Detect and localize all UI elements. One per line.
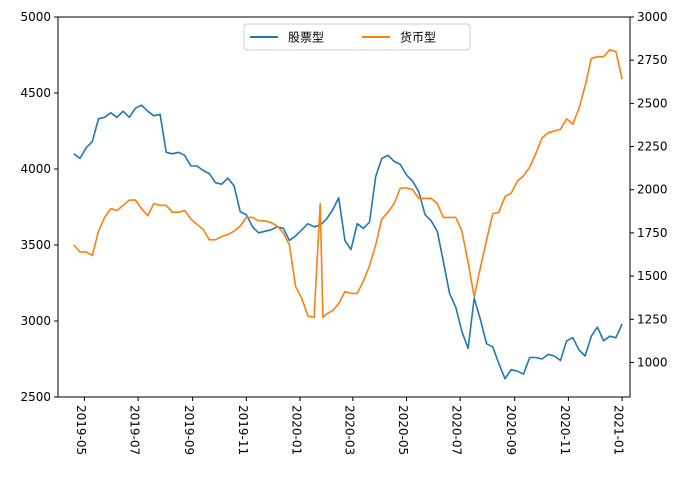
x-tick-label: 2020-03 (342, 405, 356, 455)
y-left-tick-label: 4000 (20, 162, 51, 176)
legend: 股票型 货币型 (243, 23, 471, 51)
y-left-tick-label: 4500 (20, 86, 51, 100)
y-right-tick-label: 2250 (637, 140, 668, 154)
x-tick-label: 2019-11 (236, 405, 250, 455)
x-axis: 2019-05 2019-07 2019-09 2019-11 2020-01 2020-… (74, 397, 626, 455)
legend-label: 股票型 (288, 31, 324, 45)
y-right-tick-label: 1750 (637, 226, 668, 240)
plot-frame (57, 16, 631, 398)
series-layer (73, 49, 623, 380)
legend-label: 货币型 (400, 30, 436, 45)
x-tick-label: 2020-07 (450, 405, 464, 455)
y-right-tick-label: 1000 (637, 355, 668, 369)
y-right-tick-label: 3000 (637, 10, 668, 24)
y-right-tick-label: 2500 (637, 96, 668, 110)
y-right-tick-label: 2000 (637, 183, 668, 197)
x-tick-label: 2020-09 (504, 405, 518, 455)
y-right-tick-label: 1250 (637, 312, 668, 326)
series-line-stock-fund (73, 104, 623, 380)
x-tick-label: 2019-09 (182, 405, 196, 455)
legend-box (243, 23, 471, 51)
y-right-tick-label: 1500 (637, 269, 668, 283)
x-tick-label: 2019-07 (128, 405, 142, 455)
y-left-tick-label: 3500 (20, 238, 51, 252)
y-right-tick-label: 2750 (637, 53, 668, 67)
y-left-tick-label: 3000 (20, 314, 51, 328)
y-left-tick-label: 2500 (20, 390, 51, 404)
x-tick-label: 2020-11 (558, 405, 572, 455)
y-axis-left: 2500 3000 3500 4000 4500 5000 (20, 10, 58, 404)
x-tick-label: 2020-01 (290, 405, 304, 455)
x-tick-label: 2019-05 (74, 405, 88, 455)
x-tick-label: 2021-01 (612, 405, 626, 455)
x-tick-label: 2020-05 (396, 405, 410, 455)
y-left-tick-label: 5000 (20, 10, 51, 24)
series-line-money-fund (73, 49, 623, 319)
y-axis-right: 1000 1250 1500 1750 2000 2250 2500 2750 3000 (630, 10, 668, 369)
